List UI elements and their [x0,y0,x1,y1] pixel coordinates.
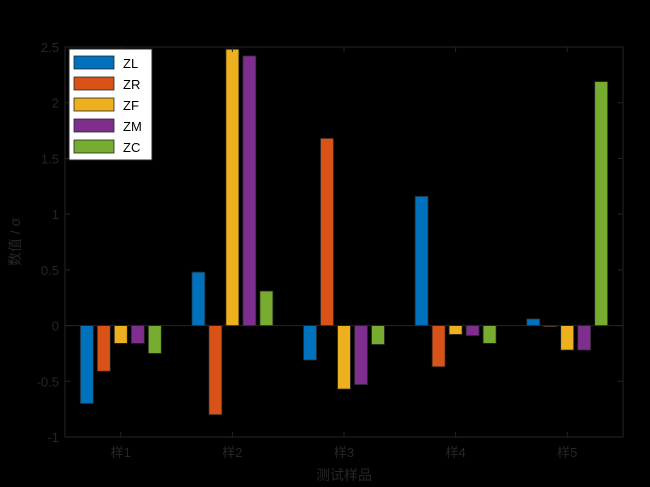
bar [448,325,463,335]
x-tick-label: 样2 [222,445,242,460]
legend-swatch [73,139,115,154]
bar [191,271,206,326]
bar [303,325,317,361]
bar [147,325,162,354]
bar [259,290,274,326]
x-tick-label: 样4 [445,445,465,460]
legend-label: ZF [123,98,139,113]
x-axis-label: 测试样品 [316,467,372,483]
bar [242,55,257,326]
bar [577,325,592,351]
legend-swatch [73,55,115,70]
x-tick-label: 样5 [557,445,577,460]
x-tick-label: 样3 [334,445,354,460]
bar [465,325,480,337]
legend-label: ZC [123,140,140,155]
y-tick-label: 0.5 [41,263,59,278]
bar [543,325,558,328]
y-axis-label: 数值 / σ [7,217,23,266]
bar [371,325,385,345]
x-tick-label: 样1 [111,445,131,460]
bar [320,137,334,326]
y-tick-label: 1.5 [41,151,59,166]
bar [113,325,128,344]
y-tick-label: -1 [47,430,59,445]
y-tick-label: 2.5 [41,40,59,55]
bar [79,325,94,404]
y-tick-label: 1 [52,207,59,222]
bar [96,325,111,372]
legend-swatch [73,118,115,133]
bar [526,318,541,326]
legend-swatch [73,76,115,91]
y-tick-label: 2 [52,96,59,111]
bar [560,325,575,351]
bar [225,48,240,326]
legend-label: ZM [123,119,142,134]
legend-label: ZL [123,56,138,71]
legend-swatch [73,97,115,112]
bar [414,195,429,326]
y-tick-label: -0.5 [37,374,59,389]
bar [431,325,446,368]
bar [130,325,145,344]
bar [337,325,351,390]
y-tick-label: 0 [52,319,59,334]
legend-label: ZR [123,77,140,92]
bar [482,325,497,344]
bar [594,81,609,326]
legend: ZL ZR ZF ZM ZC [68,48,153,161]
bar [208,325,223,416]
bar [354,325,368,386]
